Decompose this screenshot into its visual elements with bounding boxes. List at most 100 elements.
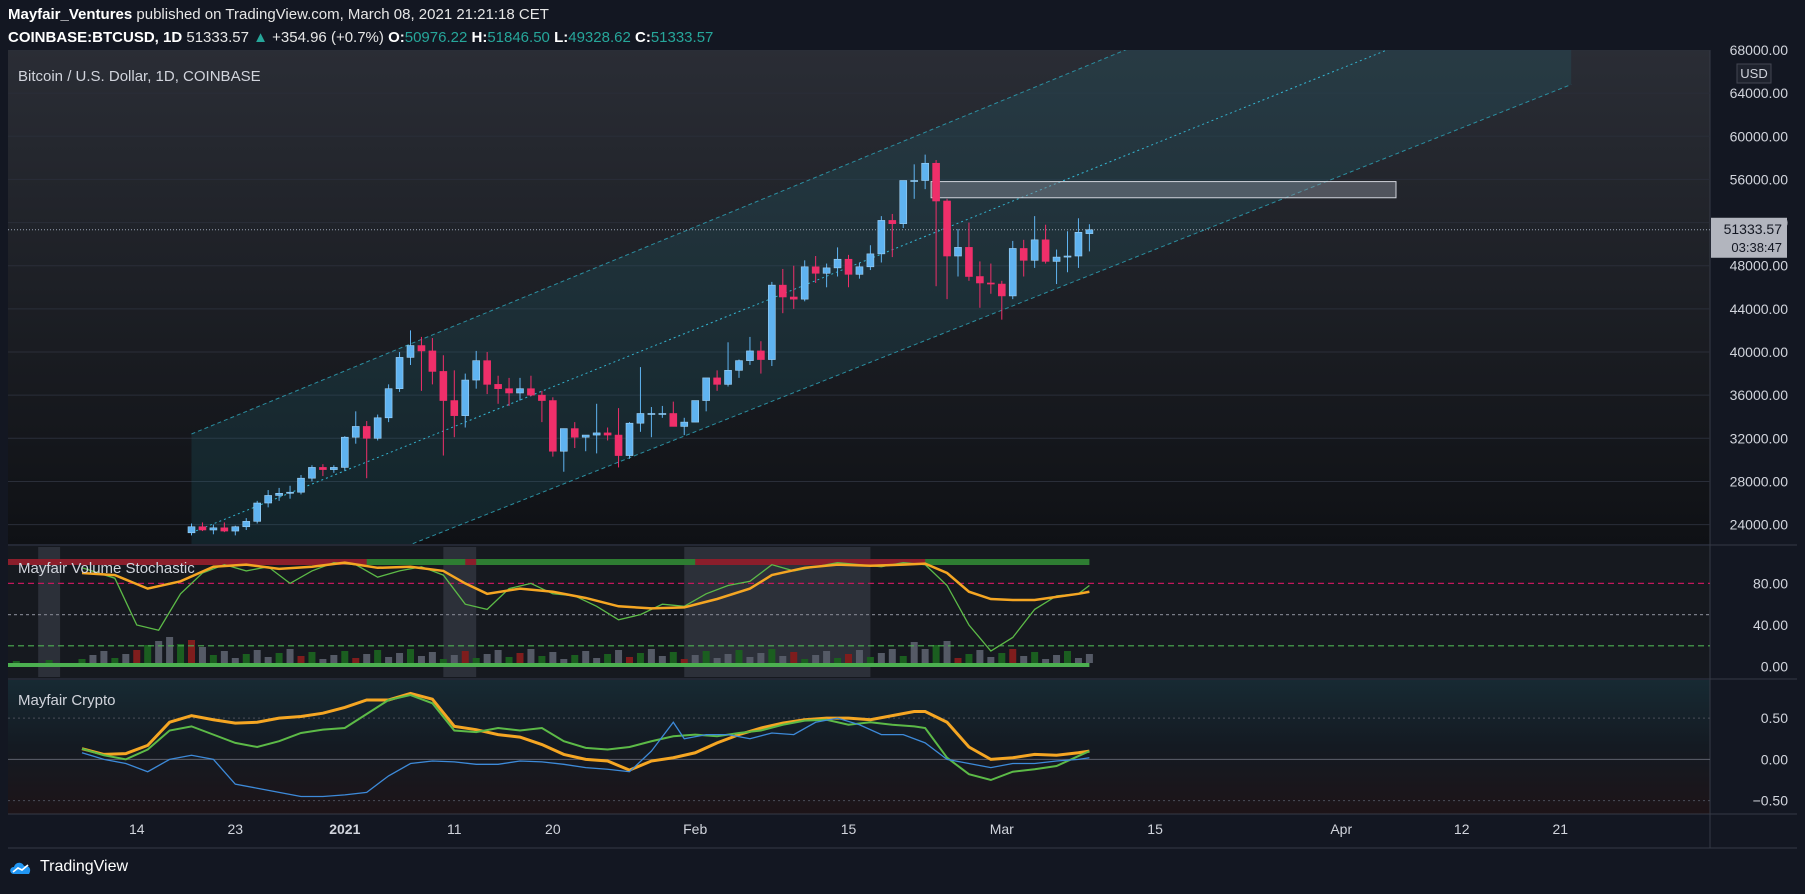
candle-body [866,253,875,268]
price-tick-label: 40000.00 [1730,344,1789,360]
candle-body [253,502,261,522]
volume-bar [801,659,809,663]
main-pane-bg [8,50,1710,544]
candle-body [691,400,700,423]
volume-bar [45,660,53,663]
volume-bar [297,656,305,663]
candle-body [592,432,601,436]
low-label: L: [554,29,569,46]
volume-bar [450,655,458,663]
candle-body [351,426,360,438]
candle-body [899,180,908,224]
volume-bar [1031,652,1039,663]
candle-body [658,413,667,415]
candle-body [757,350,765,360]
candle-body [242,521,251,528]
volume-bar [330,655,338,663]
tradingview-cloud-icon [10,862,31,874]
candle-body [768,284,776,360]
volume-bar [374,650,382,663]
candle-body [516,388,524,394]
candle-body [275,493,283,496]
candle-body [1008,248,1017,297]
candle-body [987,282,995,285]
volume-bar [976,650,984,663]
candle-body [877,220,886,255]
time-tick-label: 15 [841,821,857,837]
crypto-indicator-chart[interactable] [8,691,1710,802]
volume-bar [560,659,568,663]
crypto-pane-title: Mayfair Crypto [18,692,116,709]
candle-body [428,350,437,372]
time-tick-label: 21 [1552,821,1568,837]
volume-bar [385,657,393,663]
volume-bar [494,650,502,663]
candle-body [220,527,229,532]
tradingview-logo[interactable]: TradingView [8,858,128,876]
candle-body [570,428,579,438]
volume-bar [12,661,20,663]
candle-body [549,400,557,452]
volume-bar [921,649,929,663]
regime-shade [684,547,871,677]
candle-body [1085,229,1094,234]
volume-bar [593,658,601,663]
candle-body [527,388,535,396]
volume-bar [308,652,316,663]
candle-body [319,467,327,470]
candle-body [581,434,590,438]
volume-bar [220,651,228,663]
crypto-series-orange [81,691,1090,772]
candle-body [702,377,710,401]
candle-body [910,180,919,182]
candle-body [932,162,940,202]
candle-body [209,527,218,531]
candle-body [888,220,897,224]
time-tick-label: Apr [1330,821,1352,837]
candle-body [231,526,240,532]
publisher-name[interactable]: Mayfair_Ventures [8,6,133,23]
crypto-tick-label: 0.00 [1761,751,1788,767]
volume-bar [155,641,163,663]
crypto-series-blue [81,717,1090,798]
price-tick-label: 48000.00 [1730,258,1789,274]
candle-body [636,413,645,424]
volume-bar [133,650,141,663]
volume-bar [341,651,349,663]
candle-body [439,371,448,401]
candle-body [614,434,623,456]
currency-badge[interactable] [1736,63,1772,84]
volume-bar [713,658,721,663]
candle-body [1074,231,1083,257]
volume-stochastic-chart[interactable] [8,547,1710,677]
high-label: H: [471,29,488,46]
candle-body [822,267,831,274]
volume-bar [636,653,644,663]
volume-bar [231,658,239,663]
volume-bar [604,654,612,663]
stoch-series-stoch_fast [81,561,1090,652]
volume-bar [855,650,863,663]
volume-bar [845,654,852,663]
volume-bar [1064,651,1071,663]
currency-label: USD [1740,66,1767,81]
volume-bar [691,655,699,663]
volume-bar [527,649,535,663]
publish-info: Mayfair_Ventures published on TradingVie… [8,6,549,23]
candle-body [286,491,294,494]
state-bar-red [8,559,367,565]
volume-bar [78,659,86,663]
volume-bar [1009,649,1017,663]
candle-body [395,357,404,389]
time-axis[interactable]: 14 23 2021 11 20 Feb 15 Mar 15 Apr 12 21 [129,821,1568,837]
candle-body [669,413,678,427]
ohlc-legend: COINBASE:BTCUSD, 1D 51333.57 ▲ +354.96 (… [8,29,713,46]
candle-body [1041,239,1050,262]
regime-shade [38,547,61,677]
candle-body [340,436,349,468]
volume-bar [177,644,185,663]
main-price-chart[interactable] [8,0,1710,631]
price-tick-label: 32000.00 [1730,430,1789,446]
volume-bar [582,651,590,663]
